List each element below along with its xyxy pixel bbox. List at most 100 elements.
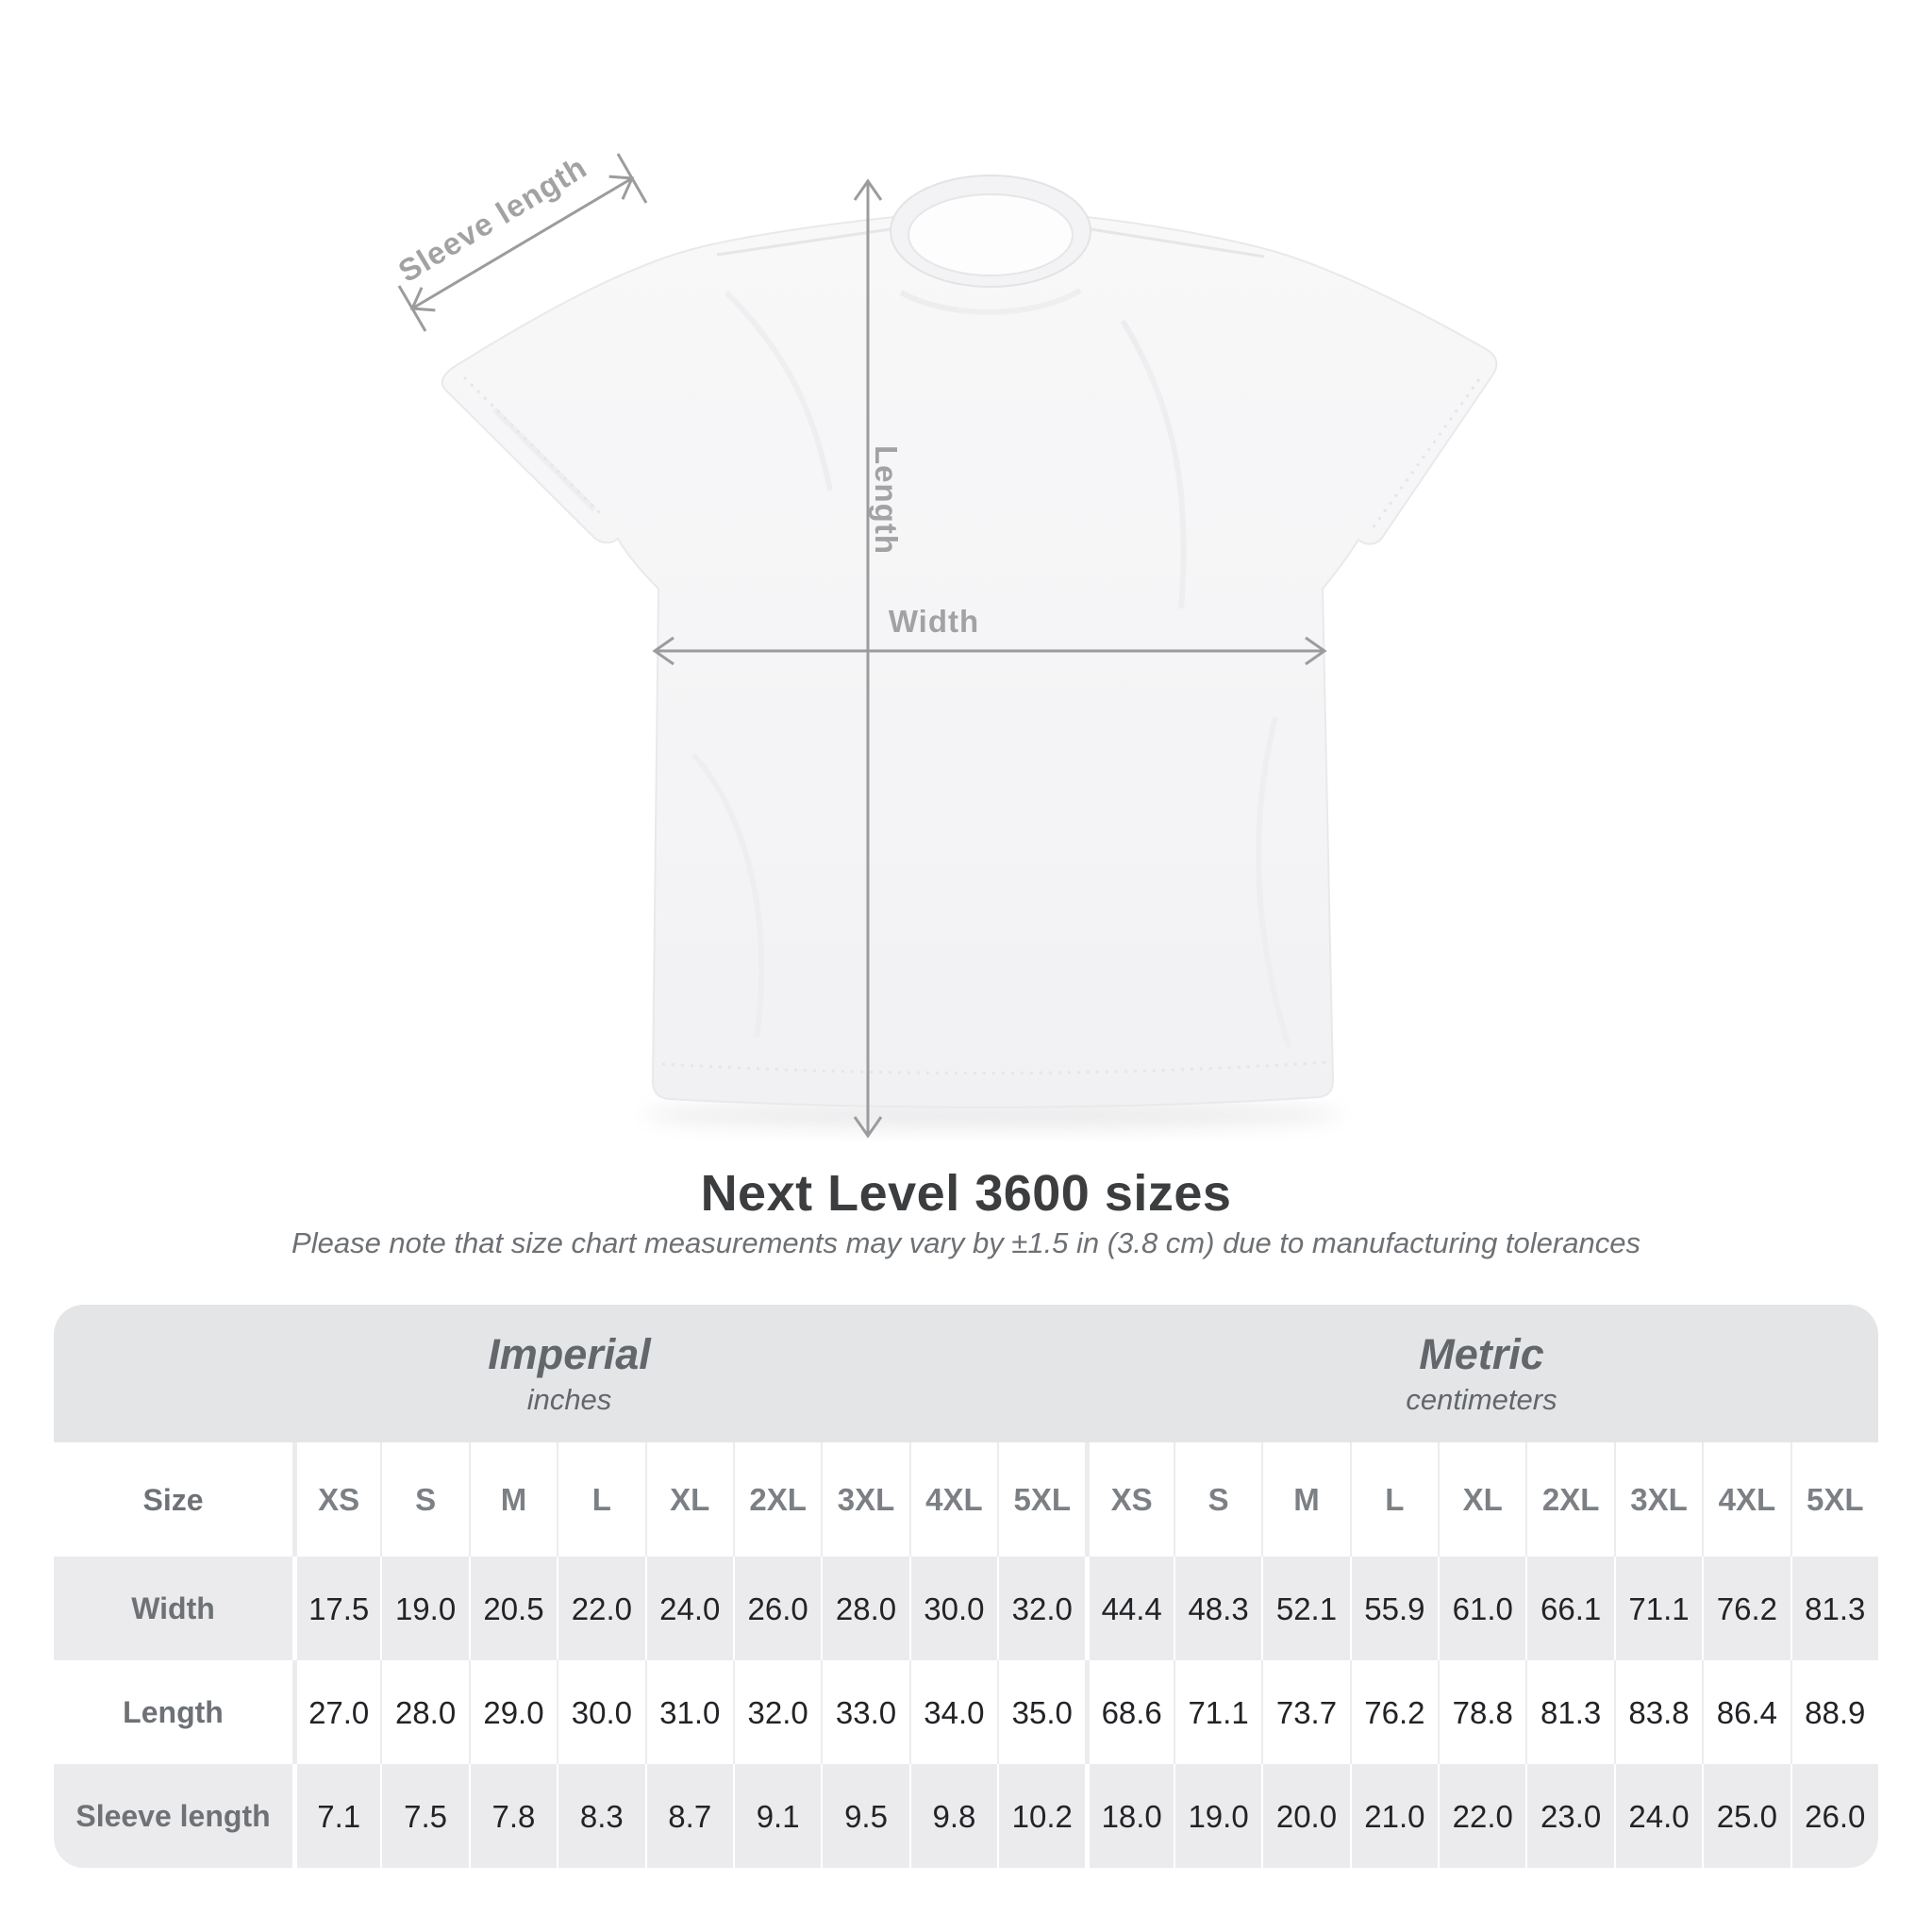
fabric-wrinkles: [491, 288, 1291, 1048]
value-imperial-length: 28.0: [380, 1660, 468, 1764]
value-imperial-sleeve-length: 10.2: [997, 1764, 1085, 1868]
tshirt-measurement-diagram: Sleeve length Length Width: [392, 149, 1498, 1139]
value-metric-width: 48.3: [1173, 1557, 1261, 1660]
value-imperial-length: 30.0: [557, 1660, 644, 1764]
size-column-header-metric-2xl: 2XL: [1525, 1442, 1613, 1557]
size-column-header-metric-4xl: 4XL: [1702, 1442, 1790, 1557]
value-metric-width: 66.1: [1525, 1557, 1613, 1660]
value-metric-width: 81.3: [1790, 1557, 1878, 1660]
length-label: Length: [869, 445, 904, 555]
value-metric-sleeve-length: 21.0: [1349, 1764, 1438, 1868]
value-metric-length: 73.7: [1261, 1660, 1349, 1764]
tolerance-note: Please note that size chart measurements…: [291, 1226, 1641, 1259]
value-imperial-length: 27.0: [292, 1660, 380, 1764]
shirt-shadow: [643, 1101, 1341, 1129]
value-metric-length: 78.8: [1438, 1660, 1525, 1764]
value-metric-width: 44.4: [1085, 1557, 1173, 1660]
value-imperial-length: 35.0: [997, 1660, 1085, 1764]
value-imperial-sleeve-length: 7.1: [292, 1764, 380, 1868]
size-column-header-metric-m: M: [1261, 1442, 1349, 1557]
value-metric-length: 68.6: [1085, 1660, 1173, 1764]
size-column-header-imperial-xs: XS: [292, 1442, 380, 1557]
value-metric-length: 83.8: [1613, 1660, 1702, 1764]
value-metric-sleeve-length: 26.0: [1790, 1764, 1878, 1868]
value-imperial-length: 31.0: [644, 1660, 733, 1764]
metric-unit: centimeters: [1406, 1383, 1557, 1416]
size-column-header-imperial-5xl: 5XL: [997, 1442, 1085, 1557]
value-metric-sleeve-length: 25.0: [1702, 1764, 1790, 1868]
value-imperial-sleeve-length: 7.8: [468, 1764, 557, 1868]
sleeve-arrow-tick-end: [616, 153, 648, 204]
value-imperial-width: 22.0: [557, 1557, 644, 1660]
tshirt-body: [441, 197, 1498, 1108]
size-column-header-imperial-3xl: 3XL: [821, 1442, 908, 1557]
sleeve-length-arrow: [409, 175, 635, 312]
value-metric-width: 55.9: [1349, 1557, 1438, 1660]
size-column-header-metric-l: L: [1349, 1442, 1438, 1557]
size-column-header-metric-xl: XL: [1438, 1442, 1525, 1557]
size-header-label: Size: [142, 1482, 204, 1517]
value-imperial-width: 24.0: [644, 1557, 733, 1660]
value-metric-length: 81.3: [1525, 1660, 1613, 1764]
value-imperial-length: 33.0: [821, 1660, 908, 1764]
value-imperial-width: 17.5: [292, 1557, 380, 1660]
unit-group-metric: Metric centimeters: [1085, 1305, 1878, 1442]
value-imperial-length: 29.0: [468, 1660, 557, 1764]
metric-heading: Metric: [1419, 1330, 1544, 1378]
value-imperial-length: 34.0: [908, 1660, 997, 1764]
size-column-header-imperial-2xl: 2XL: [732, 1442, 821, 1557]
value-metric-width: 61.0: [1438, 1557, 1525, 1660]
value-imperial-width: 28.0: [821, 1557, 908, 1660]
value-metric-length: 76.2: [1349, 1660, 1438, 1764]
measurement-row-sleeve-length: Sleeve length 7.1 7.5 7.8 8.3 8.7 9.1 9.5 9.8 10.…: [54, 1764, 1878, 1868]
value-imperial-width: 26.0: [732, 1557, 821, 1660]
value-imperial-sleeve-length: 9.5: [821, 1764, 908, 1868]
size-chart-table: Imperial inches Metric centimeters Size X…: [54, 1305, 1878, 1868]
size-column-header-imperial-s: S: [380, 1442, 468, 1557]
value-metric-sleeve-length: 18.0: [1085, 1764, 1173, 1868]
value-metric-sleeve-length: 22.0: [1438, 1764, 1525, 1868]
sleeve-arrow-tick-start: [397, 285, 427, 332]
value-metric-length: 88.9: [1790, 1660, 1878, 1764]
value-metric-width: 52.1: [1261, 1557, 1349, 1660]
value-metric-width: 76.2: [1702, 1557, 1790, 1660]
size-column-header-imperial-m: M: [468, 1442, 557, 1557]
row-label: Sleeve length: [75, 1799, 271, 1833]
value-imperial-width: 30.0: [908, 1557, 997, 1660]
value-imperial-sleeve-length: 9.1: [732, 1764, 821, 1868]
value-imperial-width: 19.0: [380, 1557, 468, 1660]
collar-inner: [908, 193, 1074, 276]
size-column-header-imperial-4xl: 4XL: [908, 1442, 997, 1557]
size-column-header-metric-5xl: 5XL: [1790, 1442, 1878, 1557]
value-imperial-width: 20.5: [468, 1557, 557, 1660]
row-label: Width: [131, 1591, 215, 1625]
value-metric-length: 71.1: [1173, 1660, 1261, 1764]
unit-group-imperial: Imperial inches: [54, 1305, 1085, 1442]
measurement-row-width: Width 17.5 19.0 20.5 22.0 24.0 26.0 28.0 30.0 32.…: [54, 1557, 1878, 1660]
value-metric-sleeve-length: 19.0: [1173, 1764, 1261, 1868]
size-column-header-metric-s: S: [1173, 1442, 1261, 1557]
unit-band: Imperial inches Metric centimeters: [54, 1305, 1878, 1442]
size-column-header-imperial-xl: XL: [644, 1442, 733, 1557]
value-imperial-width: 32.0: [997, 1557, 1085, 1660]
size-column-header-metric-xs: XS: [1085, 1442, 1173, 1557]
measurement-row-length: Length 27.0 28.0 29.0 30.0 31.0 32.0 33.0 34.0 35…: [54, 1660, 1878, 1764]
page-title: Next Level 3600 sizes: [700, 1165, 1232, 1222]
value-imperial-sleeve-length: 7.5: [380, 1764, 468, 1868]
value-metric-sleeve-length: 20.0: [1261, 1764, 1349, 1868]
value-imperial-length: 32.0: [732, 1660, 821, 1764]
value-imperial-sleeve-length: 8.3: [557, 1764, 644, 1868]
value-imperial-sleeve-length: 8.7: [644, 1764, 733, 1868]
size-column-header-metric-3xl: 3XL: [1613, 1442, 1702, 1557]
imperial-unit: inches: [526, 1383, 612, 1416]
value-metric-length: 86.4: [1702, 1660, 1790, 1764]
value-metric-width: 71.1: [1613, 1557, 1702, 1660]
value-metric-sleeve-length: 24.0: [1613, 1764, 1702, 1868]
imperial-heading: Imperial: [488, 1330, 651, 1378]
width-label: Width: [889, 604, 979, 639]
size-chart-grid: Size XS S M L XL 2XL 3XL 4XL 5XL XS S M L XL 2XL 3XL 4XL 5…: [54, 1442, 1878, 1868]
value-imperial-sleeve-length: 9.8: [908, 1764, 997, 1868]
size-column-header-imperial-l: L: [557, 1442, 644, 1557]
measurement-arrows: [397, 153, 1327, 1139]
